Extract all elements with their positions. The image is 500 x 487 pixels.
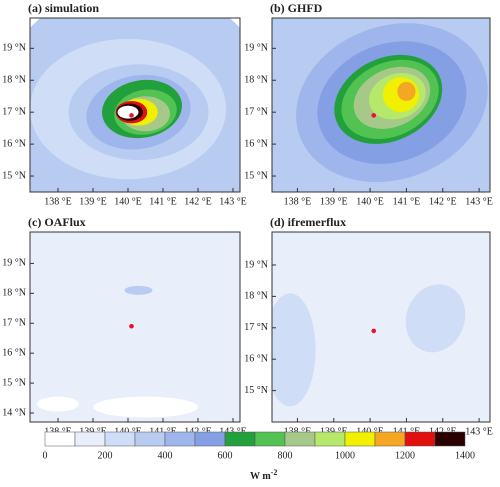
- x-tick-label: 140 °E: [356, 196, 384, 207]
- colorbar-tick-label: 400: [158, 450, 173, 461]
- y-tick-label: 19 °N: [244, 43, 268, 54]
- storm-center: [371, 113, 377, 118]
- colorbar-tick-label: 1200: [395, 450, 415, 461]
- colorbar-label-exponent: -2: [271, 468, 278, 477]
- contour-region: [405, 284, 466, 353]
- colorbar-cell: [284, 431, 316, 447]
- panel-title: (d) ifremerflux: [270, 215, 346, 229]
- x-tick-label: 142 °E: [184, 196, 212, 207]
- y-tick-label: 16 °N: [244, 353, 268, 364]
- contour-region: [272, 232, 490, 422]
- colorbar-tick-label: 200: [98, 450, 113, 461]
- map-field: [272, 232, 490, 422]
- x-tick-label: 142 °E: [429, 196, 457, 207]
- colorbar-cell: [134, 431, 166, 447]
- colorbar-cell: [404, 431, 436, 447]
- contour-region: [93, 396, 198, 418]
- panel-title: (b) GHFD: [270, 1, 323, 15]
- colorbar-cell: [44, 431, 76, 447]
- y-tick-label: 15 °N: [244, 385, 268, 396]
- colorbar-cell: [224, 431, 256, 447]
- x-tick-label: 141 °E: [149, 196, 177, 207]
- colorbar-cell: [434, 431, 466, 447]
- x-tick-label: 139 °E: [320, 196, 348, 207]
- y-tick-label: 16 °N: [2, 347, 26, 358]
- y-tick-label: 18 °N: [244, 291, 268, 302]
- panel-frame: [271, 231, 491, 423]
- panel-title: (c) OAFlux: [28, 215, 86, 229]
- map-field: [272, 18, 490, 192]
- y-tick-label: 17 °N: [2, 106, 26, 117]
- y-tick-label: 15 °N: [2, 377, 26, 388]
- y-tick-label: 16 °N: [244, 138, 268, 149]
- colorbar-cell: [374, 431, 406, 447]
- panel-frame: [271, 17, 491, 193]
- colorbar-label: W m-2: [250, 468, 277, 482]
- colorbar-tick-label: 0: [43, 450, 48, 461]
- y-tick-label: 17 °N: [2, 318, 26, 329]
- colorbar-cell: [314, 431, 346, 447]
- panel-frame: [29, 231, 241, 423]
- colorbar-tick-label: 1400: [455, 450, 475, 461]
- storm-center: [129, 113, 134, 118]
- y-tick-label: 18 °N: [244, 75, 268, 86]
- x-tick-label: 138 °E: [44, 196, 72, 207]
- contour-region: [37, 396, 79, 412]
- x-tick-label: 140 °E: [114, 196, 142, 207]
- x-tick-label: 143 °E: [219, 196, 247, 207]
- x-tick-label: 141 °E: [393, 196, 421, 207]
- y-tick-label: 19 °N: [2, 258, 26, 269]
- colorbar-cell: [194, 431, 226, 447]
- contour-region: [30, 232, 240, 422]
- colorbar-cell: [164, 431, 196, 447]
- colorbar-label-unit: W m: [250, 471, 271, 482]
- y-tick-label: 19 °N: [244, 259, 268, 270]
- y-tick-label: 18 °N: [2, 288, 26, 299]
- colorbar-cell: [344, 431, 376, 447]
- storm-center: [371, 328, 377, 334]
- y-tick-label: 15 °N: [244, 170, 268, 181]
- contour-region: [397, 81, 416, 102]
- map-field: [30, 232, 240, 422]
- y-tick-label: 15 °N: [2, 170, 26, 181]
- contour-region: [117, 105, 139, 119]
- colorbar-tick-label: 800: [278, 450, 293, 461]
- x-tick-label: 138 °E: [284, 196, 312, 207]
- y-tick-label: 19 °N: [2, 43, 26, 54]
- contour-region: [124, 285, 153, 295]
- y-tick-label: 17 °N: [244, 106, 268, 117]
- colorbar-cell: [74, 431, 106, 447]
- y-tick-label: 14 °N: [2, 407, 26, 418]
- y-tick-label: 18 °N: [2, 75, 26, 86]
- storm-center: [129, 323, 134, 329]
- y-tick-label: 16 °N: [2, 138, 26, 149]
- x-tick-label: 143 °E: [465, 196, 493, 207]
- x-tick-label: 139 °E: [79, 196, 107, 207]
- x-tick-label: 143 °E: [465, 426, 493, 437]
- panel-frame: [29, 17, 241, 193]
- y-tick-label: 17 °N: [244, 322, 268, 333]
- panel-title: (a) simulation: [28, 1, 99, 15]
- colorbar-tick-label: 600: [218, 450, 233, 461]
- map-field: [30, 18, 240, 192]
- contour-region: [272, 293, 316, 407]
- colorbar-tick-label: 1000: [335, 450, 355, 461]
- colorbar-cell: [104, 431, 136, 447]
- colorbar-cell: [254, 431, 286, 447]
